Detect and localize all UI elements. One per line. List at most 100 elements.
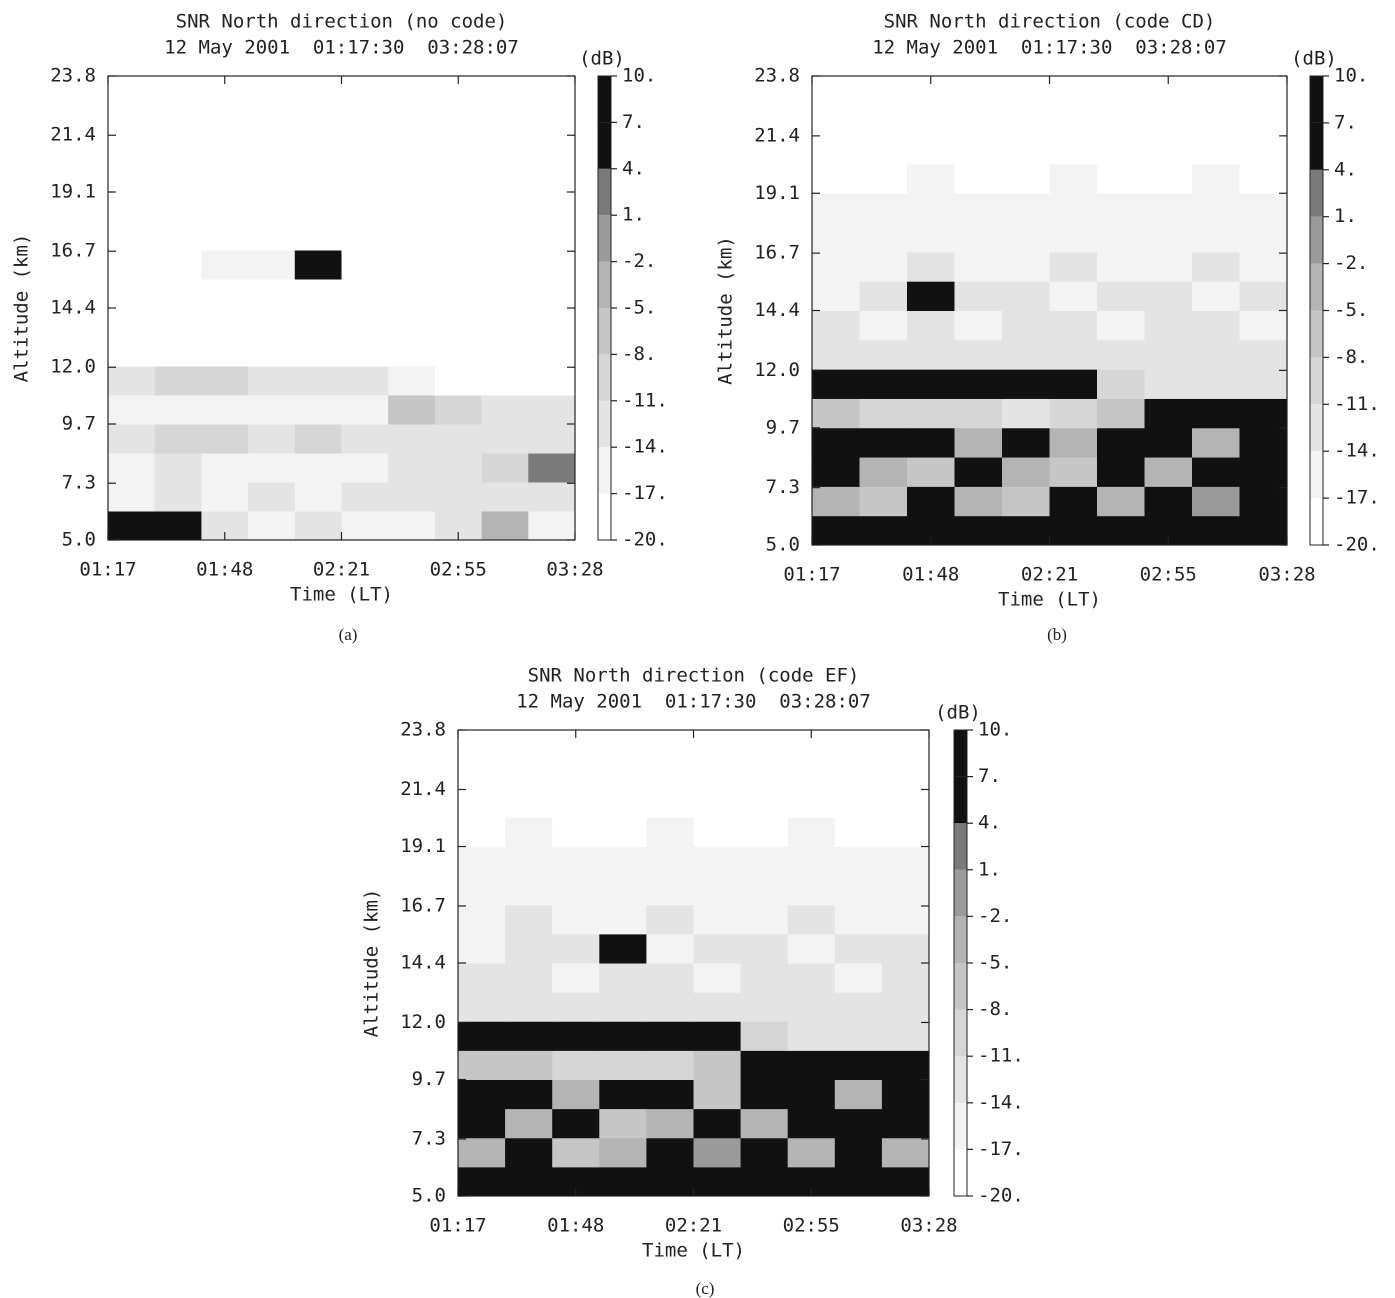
heatmap-cell (812, 105, 860, 136)
y-tick-label: 5.0 (62, 529, 96, 551)
colorbar-tick-label: -17. (622, 482, 668, 504)
heatmap-cell (434, 279, 483, 309)
heatmap-cell (599, 817, 647, 847)
heatmap-cell (1049, 515, 1098, 546)
heatmap-cell (388, 250, 436, 280)
heatmap-cell (1002, 251, 1050, 282)
colorbar-tick-label: -17. (978, 1138, 1024, 1160)
heatmap-cell (646, 904, 694, 935)
heatmap-cell (881, 846, 930, 877)
heatmap-cell (859, 398, 908, 429)
colorbar-tick-label: -8. (622, 343, 656, 365)
heatmap-cell (1049, 105, 1098, 136)
heatmap-cell (248, 192, 296, 222)
heatmap-cell (787, 1021, 836, 1051)
heatmap-cell (1144, 134, 1193, 165)
heatmap-cell (1239, 222, 1288, 253)
heatmap-cell (693, 875, 742, 906)
heatmap-cell (294, 482, 342, 512)
heatmap-cell (481, 308, 529, 338)
heatmap-cell (693, 933, 742, 964)
heatmap-cell (528, 337, 576, 367)
heatmap-cell (201, 424, 249, 454)
y-tick-label: 12.0 (50, 356, 96, 378)
heatmap-cell (505, 904, 553, 935)
heatmap-cell (859, 134, 908, 165)
heatmap-cell (859, 457, 908, 487)
heatmap-cell (1239, 339, 1288, 370)
y-tick-label: 12.0 (400, 1011, 446, 1033)
colorbar-tick-label: -5. (978, 952, 1012, 974)
heatmap-cell (201, 395, 249, 425)
heatmap-cell (1192, 486, 1240, 517)
heatmap-cell (859, 339, 908, 370)
heatmap-cell (954, 427, 1003, 458)
heatmap-cell (1192, 251, 1240, 282)
heatmap-cell (1239, 457, 1288, 487)
heatmap-cell (599, 963, 647, 993)
heatmap-cell (201, 453, 249, 483)
heatmap-cell (740, 730, 789, 760)
heatmap-cell (388, 395, 436, 425)
colorbar-tick-label: -14. (978, 1091, 1024, 1113)
colorbar-bin (1310, 310, 1323, 358)
heatmap-cell (248, 366, 296, 396)
heatmap-cell (154, 76, 202, 106)
heatmap-cell (528, 424, 576, 454)
heatmap-cell (1002, 486, 1050, 517)
heatmap-cell (154, 453, 202, 483)
heatmap-cell (528, 76, 576, 106)
heatmap-cell (248, 221, 296, 251)
heatmap-cell (907, 251, 955, 282)
heatmap-cell (646, 875, 694, 906)
colorbar-bin (598, 261, 611, 308)
heatmap-cell (341, 76, 389, 106)
heatmap-cell (740, 933, 789, 964)
colorbar-tick-label: 10. (622, 65, 656, 87)
y-tick-label: 19.1 (754, 182, 800, 204)
heatmap-cell (787, 933, 836, 964)
heatmap-cell (1049, 134, 1098, 165)
chart-title: SNR North direction (code CD) (884, 11, 1216, 33)
colorbar-bin (1310, 263, 1323, 311)
heatmap-cell (528, 192, 576, 222)
heatmap-cell (434, 250, 483, 280)
heatmap-cell (341, 453, 389, 483)
heatmap-cell (907, 163, 955, 194)
heatmap-cell (1239, 369, 1288, 399)
heatmap-cell (201, 105, 249, 135)
heatmap-cell (1144, 427, 1193, 458)
x-tick-label: 03:28 (900, 1215, 957, 1237)
heatmap-cell (1002, 427, 1050, 458)
heatmap-cell (1192, 457, 1240, 487)
heatmap-cell (481, 366, 529, 396)
heatmap-cell (859, 427, 908, 458)
heatmap-cell (294, 366, 342, 396)
heatmap-cell (1239, 163, 1288, 194)
heatmap-cell (458, 1137, 506, 1168)
heatmap-cell (528, 134, 576, 164)
colorbar-tick-label: -2. (1334, 252, 1368, 274)
heatmap-cell (505, 846, 553, 877)
colorbar-bin (954, 1149, 967, 1196)
heatmap-cell (248, 511, 296, 541)
y-tick-label: 14.4 (400, 952, 446, 974)
heatmap-cell (458, 875, 506, 906)
heatmap-cell (341, 308, 389, 338)
heatmap-cell (248, 279, 296, 309)
heatmap-cell (907, 222, 955, 253)
heatmap-cell (1192, 76, 1240, 106)
heatmap-cell (693, 730, 742, 760)
heatmap-cell (907, 193, 955, 224)
heatmap-cell (740, 992, 789, 1022)
heatmap-cell (154, 511, 202, 541)
heatmap-cell (388, 424, 436, 454)
y-tick-label: 23.8 (754, 65, 800, 87)
heatmap-cell (1239, 134, 1288, 165)
colorbar-tick-label: -20. (622, 529, 668, 551)
heatmap-cell (388, 366, 436, 396)
heatmap-cell (1002, 134, 1050, 165)
heatmap-cell (481, 163, 529, 193)
heatmap-cell (1144, 281, 1193, 311)
heatmap-cell (458, 1166, 506, 1197)
